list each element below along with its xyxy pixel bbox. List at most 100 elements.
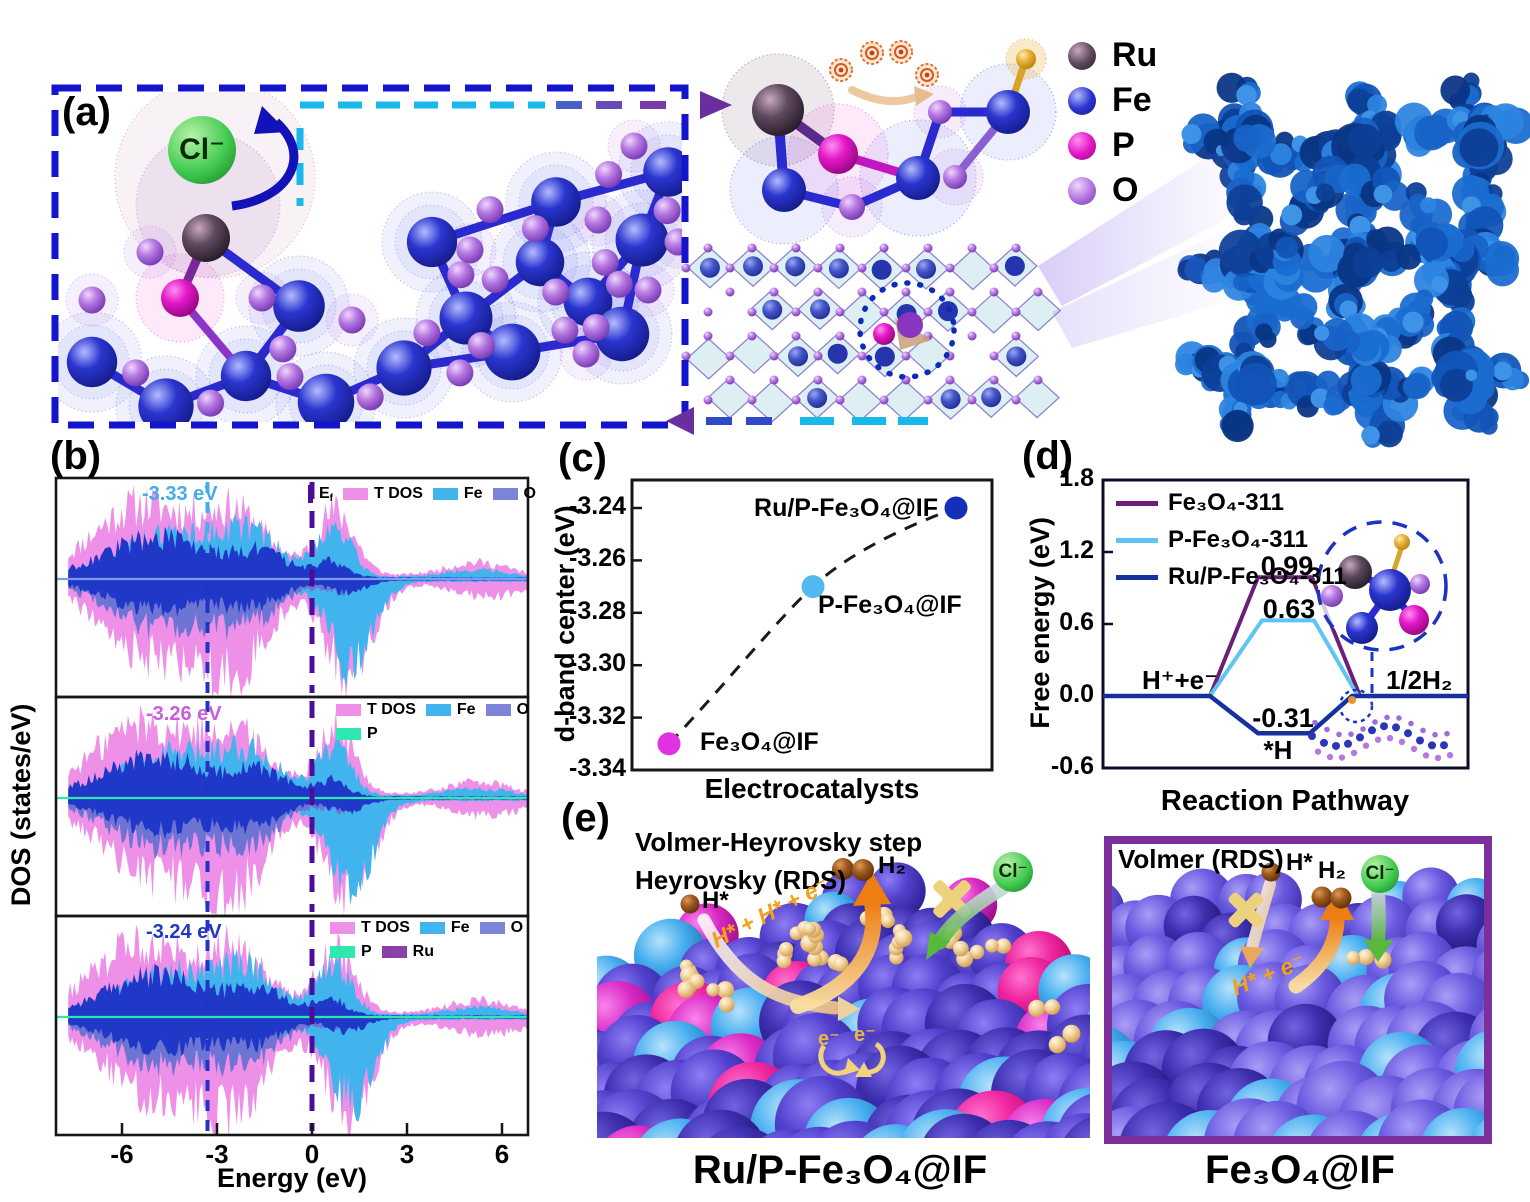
panel-d-tag: (d) <box>1022 434 1074 478</box>
art-shape <box>894 929 913 948</box>
atom-legend-label: Fe <box>1112 81 1152 119</box>
cpR-field <box>1112 867 1484 1136</box>
c-ytick-label: -3.30 <box>569 649 626 678</box>
art-shape <box>901 351 911 361</box>
art-shape <box>653 197 681 225</box>
cyan-dash <box>800 417 834 425</box>
art-shape <box>916 258 937 279</box>
art-shape <box>68 963 528 1017</box>
chloride-approach-arrow <box>1371 883 1386 949</box>
art-shape <box>376 340 432 396</box>
dos-frame <box>54 914 530 1137</box>
art-shape <box>68 798 528 839</box>
d-band-annotation: -3.33 eV <box>142 483 218 505</box>
cyan-dash <box>852 417 886 425</box>
gradient-dash <box>556 101 582 109</box>
legend-item-tdos: T DOS <box>336 701 416 719</box>
art-shape <box>1221 409 1254 443</box>
art-shape <box>1440 75 1471 106</box>
arrow-head-icon <box>1240 946 1264 968</box>
art-shape <box>595 160 623 188</box>
art-shape <box>1395 244 1422 270</box>
h-adatom-sphere <box>1261 862 1281 882</box>
art-shape <box>1323 396 1343 416</box>
art-shape <box>834 63 848 77</box>
art-shape <box>1422 1107 1484 1136</box>
art-shape <box>248 255 350 357</box>
art-shape <box>1308 234 1347 273</box>
data-point-1 <box>801 575 825 599</box>
h2-molecule-sphere <box>852 859 874 881</box>
art-shape <box>838 67 844 73</box>
atom-legend-row-ru: Ru <box>1068 36 1157 75</box>
legend-item-o: O <box>479 919 523 937</box>
legend-item-fe: Fe <box>432 485 483 503</box>
art-shape <box>1011 243 1021 253</box>
art-shape <box>1006 346 1027 367</box>
art-shape <box>857 351 867 361</box>
art-shape <box>415 267 517 369</box>
art-shape <box>1004 256 1025 277</box>
art-shape <box>1361 426 1380 445</box>
art-shape <box>835 307 845 317</box>
b-xtick-label: 0 <box>304 1139 320 1169</box>
gradient-dash <box>596 101 622 109</box>
data-point-0 <box>657 732 681 756</box>
art-shape <box>729 135 839 245</box>
art-shape <box>949 248 996 291</box>
d-band-annotation: -3.24 eV <box>146 921 222 943</box>
fe-sphere-icon <box>1068 86 1096 115</box>
art-shape <box>456 236 484 264</box>
art-shape <box>1486 253 1520 287</box>
e-right-h2-label: H₂ <box>1318 857 1346 884</box>
legend-item-fe: Fe <box>419 919 470 937</box>
art-shape <box>924 72 930 78</box>
art-shape <box>731 332 777 375</box>
atom-legend-label: O <box>1112 171 1139 209</box>
art-shape <box>65 273 119 327</box>
art-shape <box>1033 287 1043 297</box>
slab-structure <box>58 92 682 422</box>
arrow-head-icon <box>926 932 950 960</box>
art-shape <box>182 214 230 262</box>
art-shape <box>447 261 475 289</box>
art-shape <box>1336 731 1342 738</box>
d-ytick-label: -0.6 <box>1050 752 1094 780</box>
beam-icon <box>1052 224 1240 348</box>
art-shape <box>123 225 177 279</box>
art-shape <box>572 340 600 368</box>
art-shape <box>1434 754 1442 762</box>
art-shape <box>898 49 904 55</box>
art-shape <box>1465 369 1477 381</box>
art-shape <box>967 395 977 405</box>
art-shape <box>1011 331 1021 341</box>
c-point-label-1: P-Fe₃O₄@IF <box>818 591 962 619</box>
art-shape <box>273 280 325 332</box>
atom-legend-label: P <box>1112 126 1135 164</box>
art-shape <box>923 395 933 405</box>
art-shape <box>1348 696 1356 704</box>
art-shape <box>1446 751 1454 759</box>
d-xaxis-label: Reaction Pathway <box>1160 785 1410 817</box>
art-shape <box>835 395 845 405</box>
barrier-value-0: 0.99 <box>1260 551 1314 581</box>
art-shape <box>366 330 442 406</box>
art-shape <box>1233 124 1261 152</box>
art-shape <box>762 299 783 320</box>
art-shape <box>1338 688 1374 724</box>
art-shape <box>967 307 977 317</box>
art-shape <box>865 46 879 60</box>
art-shape <box>1373 184 1393 204</box>
b-xaxis-label: Energy (eV) <box>216 1163 368 1193</box>
h2-molecule-sphere <box>832 858 854 880</box>
art-shape <box>1324 726 1330 733</box>
art-shape <box>803 922 817 936</box>
atom-legend-row-fe: Fe <box>1068 81 1152 120</box>
art-shape <box>1350 364 1382 396</box>
e-left-hads-label: H* <box>702 887 729 914</box>
art-shape <box>1493 361 1513 381</box>
art-shape <box>1384 714 1390 721</box>
art-shape <box>1402 311 1424 333</box>
h-adatom-sphere <box>680 894 700 914</box>
art-shape <box>970 291 1017 334</box>
